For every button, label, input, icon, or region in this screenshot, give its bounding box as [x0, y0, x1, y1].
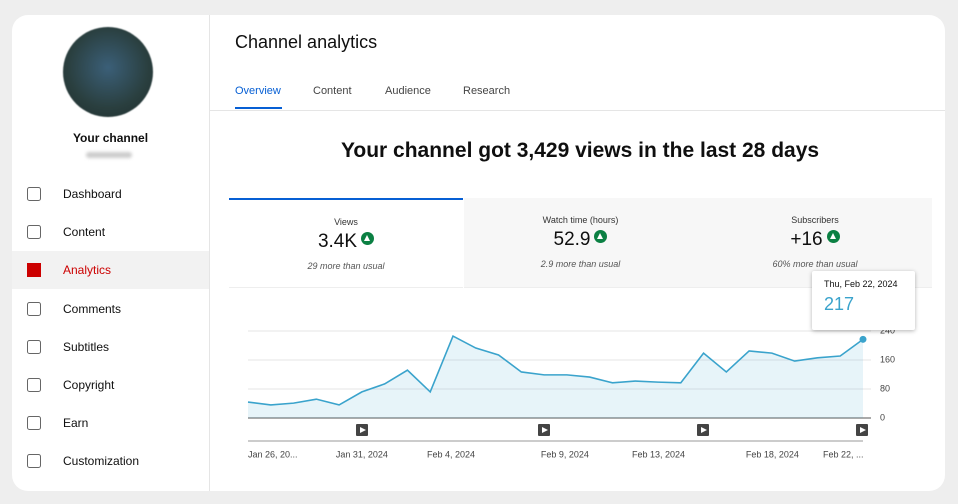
tab[interactable]: Content	[313, 85, 352, 97]
nav-item[interactable]: Analytics	[12, 251, 209, 290]
sidebar: Your channel Dashboard Content Analytics Co…	[12, 15, 210, 491]
nav-icon	[27, 187, 41, 201]
icon-shape	[27, 263, 41, 278]
nav-icon	[27, 339, 41, 354]
icon-shape	[27, 301, 41, 316]
metric-note: 2.9 more than usual	[540, 259, 621, 269]
metric-note: 60% more than usual	[772, 259, 858, 269]
icon-shape	[27, 378, 41, 392]
nav-label: Customization	[63, 454, 140, 469]
x-tick-label: Feb 22, ...	[823, 449, 864, 459]
nav-label: Dashboard	[63, 187, 122, 201]
icon-shape	[27, 339, 41, 354]
tab[interactable]: Audience	[385, 85, 431, 97]
nav-icon	[27, 225, 41, 240]
tooltip-value: 217	[824, 294, 855, 314]
nav-item[interactable]: Customization	[12, 442, 209, 480]
nav-icon	[27, 263, 41, 278]
headline: Your channel got 3,429 views in the last…	[340, 139, 820, 162]
nav-label: Analytics	[63, 263, 112, 278]
trend-up-icon	[594, 230, 608, 243]
y-tick-label: 160	[880, 354, 895, 364]
nav-icon	[27, 416, 41, 431]
views-line	[247, 334, 864, 406]
metric-number: 52.9	[553, 229, 591, 250]
nav-label: Earn	[63, 416, 89, 431]
metric-note: 29 more than usual	[307, 261, 385, 271]
x-tick-label: Feb 18, 2024	[746, 449, 799, 459]
nav-icon	[27, 454, 41, 469]
x-tick-label: Jan 31, 2024	[336, 449, 388, 459]
channel-avatar[interactable]	[63, 27, 153, 117]
nav-label: Content	[63, 225, 106, 240]
y-tick-label: 0	[880, 412, 885, 422]
y-tick-label: 80	[880, 383, 890, 393]
studio-card: Your channel Dashboard Content Analytics Co…	[12, 15, 945, 491]
channel-handle	[86, 152, 132, 158]
metric-label: Watch time (hours)	[542, 215, 619, 225]
channel-name[interactable]: Your channel	[72, 131, 149, 145]
nav-label: Copyright	[63, 378, 115, 392]
nav-item[interactable]: Dashboard	[12, 175, 209, 213]
chart-tooltip: Thu, Feb 22, 2024 217	[812, 271, 915, 330]
page-title: Channel analytics	[235, 32, 378, 52]
metric-value: 52.9	[464, 229, 698, 251]
icon-shape	[27, 416, 41, 431]
metric-number: 3.4K	[317, 231, 358, 252]
hover-point	[859, 335, 867, 343]
icon-shape	[27, 225, 41, 240]
nav-item[interactable]: Copyright	[12, 366, 209, 404]
tab[interactable]: Overview	[235, 85, 281, 97]
metric-number: +16	[790, 229, 823, 250]
icon-shape	[27, 454, 41, 469]
metric-card[interactable]: Watch time (hours) 52.9 2.9 more than usua…	[463, 198, 698, 288]
nav-icon	[27, 378, 41, 392]
tab-indicator	[235, 107, 282, 109]
nav-item[interactable]: Subtitles	[12, 328, 209, 366]
nav-item[interactable]: Content	[12, 213, 209, 251]
video-markers	[356, 424, 868, 436]
trend-up-icon	[826, 230, 840, 243]
x-tick-label: Feb 9, 2024	[541, 449, 589, 459]
metric-value: +16	[698, 229, 932, 251]
x-tick-label: Feb 4, 2024	[427, 449, 475, 459]
x-tick-label: Feb 13, 2024	[632, 449, 685, 459]
metric-value: 3.4K	[229, 231, 463, 253]
nav-item[interactable]: Comments	[12, 290, 209, 328]
y-tick-label: 240	[880, 325, 895, 335]
tab[interactable]: Research	[463, 85, 511, 97]
trend-up-icon	[361, 232, 375, 245]
nav-item[interactable]: Earn	[12, 404, 209, 442]
nav-label: Comments	[63, 301, 122, 316]
metric-label: Subscribers	[791, 215, 839, 225]
metric-label: Views	[334, 217, 358, 227]
x-tick-label: Jan 26, 20...	[248, 449, 298, 459]
divider	[210, 110, 945, 111]
nav-label: Subtitles	[63, 339, 110, 354]
tooltip-date: Thu, Feb 22, 2024	[824, 279, 898, 289]
views-area	[248, 336, 863, 418]
icon-shape	[27, 187, 41, 201]
metric-card[interactable]: Views 3.4K 29 more than usual	[229, 198, 463, 288]
nav-icon	[27, 301, 41, 316]
